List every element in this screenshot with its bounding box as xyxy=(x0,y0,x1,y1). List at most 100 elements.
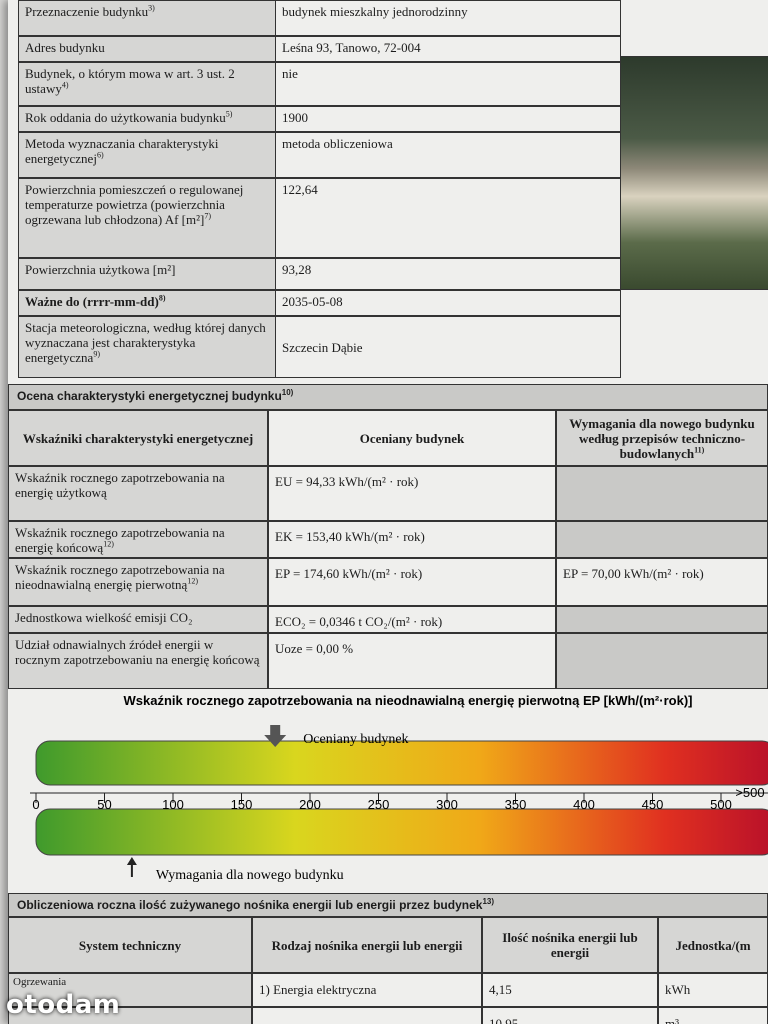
info-label-text: Powierzchnia pomieszczeń o regulowanej t… xyxy=(25,182,244,227)
footnote-ref: 6) xyxy=(96,150,104,160)
required-cell xyxy=(556,633,768,689)
info-value-text: 1900 xyxy=(282,110,308,125)
indicator-label: Jednostkowa wielkość emisji CO₂ xyxy=(8,606,268,633)
assessed-marker xyxy=(264,725,287,747)
consumption-carrier: 1) Energia elektryczna xyxy=(259,982,377,997)
info-value-text: Szczecin Dąbie xyxy=(282,339,363,355)
required-marker-label: Wymagania dla nowego budynku xyxy=(156,868,344,883)
column-header-text: System techniczny xyxy=(78,937,182,953)
info-label-text: Rok oddania do użytkowania budynku xyxy=(25,110,226,125)
info-value-text: 122,64 xyxy=(282,182,318,197)
consumption-cell: 1) Energia elektryczna xyxy=(252,973,482,1007)
consumption-cell: 10,95 xyxy=(482,1007,658,1024)
column-header-text: Wskaźniki charakterystyki energetycznej xyxy=(22,430,254,446)
tick-label: 250 xyxy=(368,797,390,812)
info-value-text: 93,28 xyxy=(282,262,312,277)
tick-label: 450 xyxy=(642,797,664,812)
indicator-label-text: Udział odnawialnych źródeł energii w roc… xyxy=(15,637,260,667)
indicator-label: Udział odnawialnych źródeł energii w roc… xyxy=(8,633,268,689)
assessed-value: EK = 153,40 kWh/(m² · rok) xyxy=(275,529,425,544)
assessed-cell: EP = 174,60 kWh/(m² · rok) xyxy=(268,558,556,606)
footnote-ref: 8) xyxy=(158,293,166,303)
tick-label: 0 xyxy=(32,797,39,812)
info-label-text: Metoda wyznaczania charakterystyki energ… xyxy=(25,136,219,166)
section-title: Ocena charakterystyki energetycznej budy… xyxy=(17,389,282,403)
info-label: Metoda wyznaczania charakterystyki energ… xyxy=(18,132,276,178)
scale-bar-assessed xyxy=(35,740,768,786)
certificate-page: Przeznaczenie budynku3) budynek mieszkaln… xyxy=(8,0,768,1024)
consumption-cell: Ogrzewania xyxy=(8,973,252,1007)
consumption-amount: 10,95 xyxy=(489,1016,519,1024)
required-cell xyxy=(556,521,768,558)
info-value: 2035-05-08 xyxy=(275,290,621,316)
tick-label: 300 xyxy=(436,797,458,812)
footnote-ref: 4) xyxy=(61,80,69,90)
info-value: Szczecin Dąbie xyxy=(275,316,621,378)
column-header: Wskaźniki charakterystyki energetycznej xyxy=(8,410,268,466)
info-label-text: Powierzchnia użytkowa [m²] xyxy=(25,262,176,277)
overflow-label: >500 xyxy=(735,785,764,800)
indicator-label: Wskaźnik rocznego zapotrzebowania na ene… xyxy=(8,466,268,521)
tick-label: 50 xyxy=(97,797,111,812)
info-label-text: Ważne do (rrrr-mm-dd) xyxy=(25,294,159,309)
building-photo xyxy=(620,56,768,290)
indicator-label: Wskaźnik rocznego zapotrzebowania na ene… xyxy=(8,521,268,558)
section-title: Obliczeniowa roczna ilość zużywanego noś… xyxy=(17,898,483,912)
info-value: metoda obliczeniowa xyxy=(275,132,621,178)
tick-label: 100 xyxy=(162,797,184,812)
column-header: Jednostka/(m xyxy=(658,917,768,973)
footnote-ref: 10) xyxy=(281,388,294,397)
tick-label: 200 xyxy=(299,797,321,812)
assessed-value: Uoze = 0,00 % xyxy=(275,641,354,656)
info-label: Adres budynku xyxy=(18,36,276,62)
info-value-text: budynek mieszkalny jednorodzinny xyxy=(282,4,468,19)
info-label: Rok oddania do użytkowania budynku5) xyxy=(18,106,276,132)
assessed-value: EP = 174,60 kWh/(m² · rok) xyxy=(275,566,423,581)
info-value: budynek mieszkalny jednorodzinny xyxy=(275,0,621,36)
info-label: Powierzchnia pomieszczeń o regulowanej t… xyxy=(18,178,276,258)
assessed-cell: EK = 153,40 kWh/(m² · rok) xyxy=(268,521,556,558)
section-header: Ocena charakterystyki energetycznej budy… xyxy=(8,384,768,410)
indicator-label: Wskaźnik rocznego zapotrzebowania na nie… xyxy=(8,558,268,606)
scale-bar-required xyxy=(35,808,768,856)
column-header: System techniczny xyxy=(8,917,252,973)
info-value: 1900 xyxy=(275,106,621,132)
column-header: Ilość nośnika energii lub energii xyxy=(482,917,658,973)
tick-label: 400 xyxy=(573,797,595,812)
consumption-cell: kWh xyxy=(658,973,768,1007)
info-label-text: Przeznaczenie budynku xyxy=(25,4,149,19)
tick-label: 350 xyxy=(505,797,527,812)
consumption-system: Ogrzewania xyxy=(13,976,67,988)
consumption-unit: m³ xyxy=(665,1016,680,1024)
info-label: Ważne do (rrrr-mm-dd)8) xyxy=(18,290,276,316)
footnote-ref: 12) xyxy=(103,539,114,549)
indicator-label-text: Wskaźnik rocznego zapotrzebowania na nie… xyxy=(15,562,225,592)
energy-scale: Wskaźnik rocznego zapotrzebowania na nie… xyxy=(30,693,768,883)
footnote-ref: 12) xyxy=(187,576,198,586)
info-value: 93,28 xyxy=(275,258,621,290)
consumption-cell xyxy=(252,1007,482,1024)
info-value: 122,64 xyxy=(275,178,621,258)
footnote-ref: 7) xyxy=(204,211,211,221)
footnote-ref: 5) xyxy=(225,109,233,119)
consumption-unit: kWh xyxy=(665,982,691,997)
column-header-text: Rodzaj nośnika energii lub energii xyxy=(271,937,463,953)
column-header-cell: Wskaźniki charakterystyki energetycznej xyxy=(23,431,253,446)
consumption-cell: 4,15 xyxy=(482,973,658,1007)
column-header-cell: Oceniany budynek xyxy=(360,431,464,446)
consumption-amount: 4,15 xyxy=(489,982,512,997)
info-value: nie xyxy=(275,62,621,106)
watermark: otodam xyxy=(6,990,121,1020)
info-value-text: 2035-05-08 xyxy=(282,294,343,309)
column-header: Rodzaj nośnika energii lub energii xyxy=(252,917,482,973)
footnote-ref: 13) xyxy=(482,897,494,906)
footnote-ref: 3) xyxy=(148,3,155,13)
required-cell xyxy=(556,466,768,521)
info-value: Leśna 93, Tanowo, 72-004 xyxy=(275,36,621,62)
info-label-text: Stacja meteorologiczna, według której da… xyxy=(25,320,266,365)
required-marker xyxy=(126,857,137,877)
assessed-cell: ECO₂ = 0,0346 t CO₂/(m² · rok) xyxy=(268,606,556,633)
scale-title: Wskaźnik rocznego zapotrzebowania na nie… xyxy=(124,693,693,708)
required-cell xyxy=(556,606,768,633)
column-header-text: Wymagania dla nowego budynku według prze… xyxy=(569,415,755,461)
